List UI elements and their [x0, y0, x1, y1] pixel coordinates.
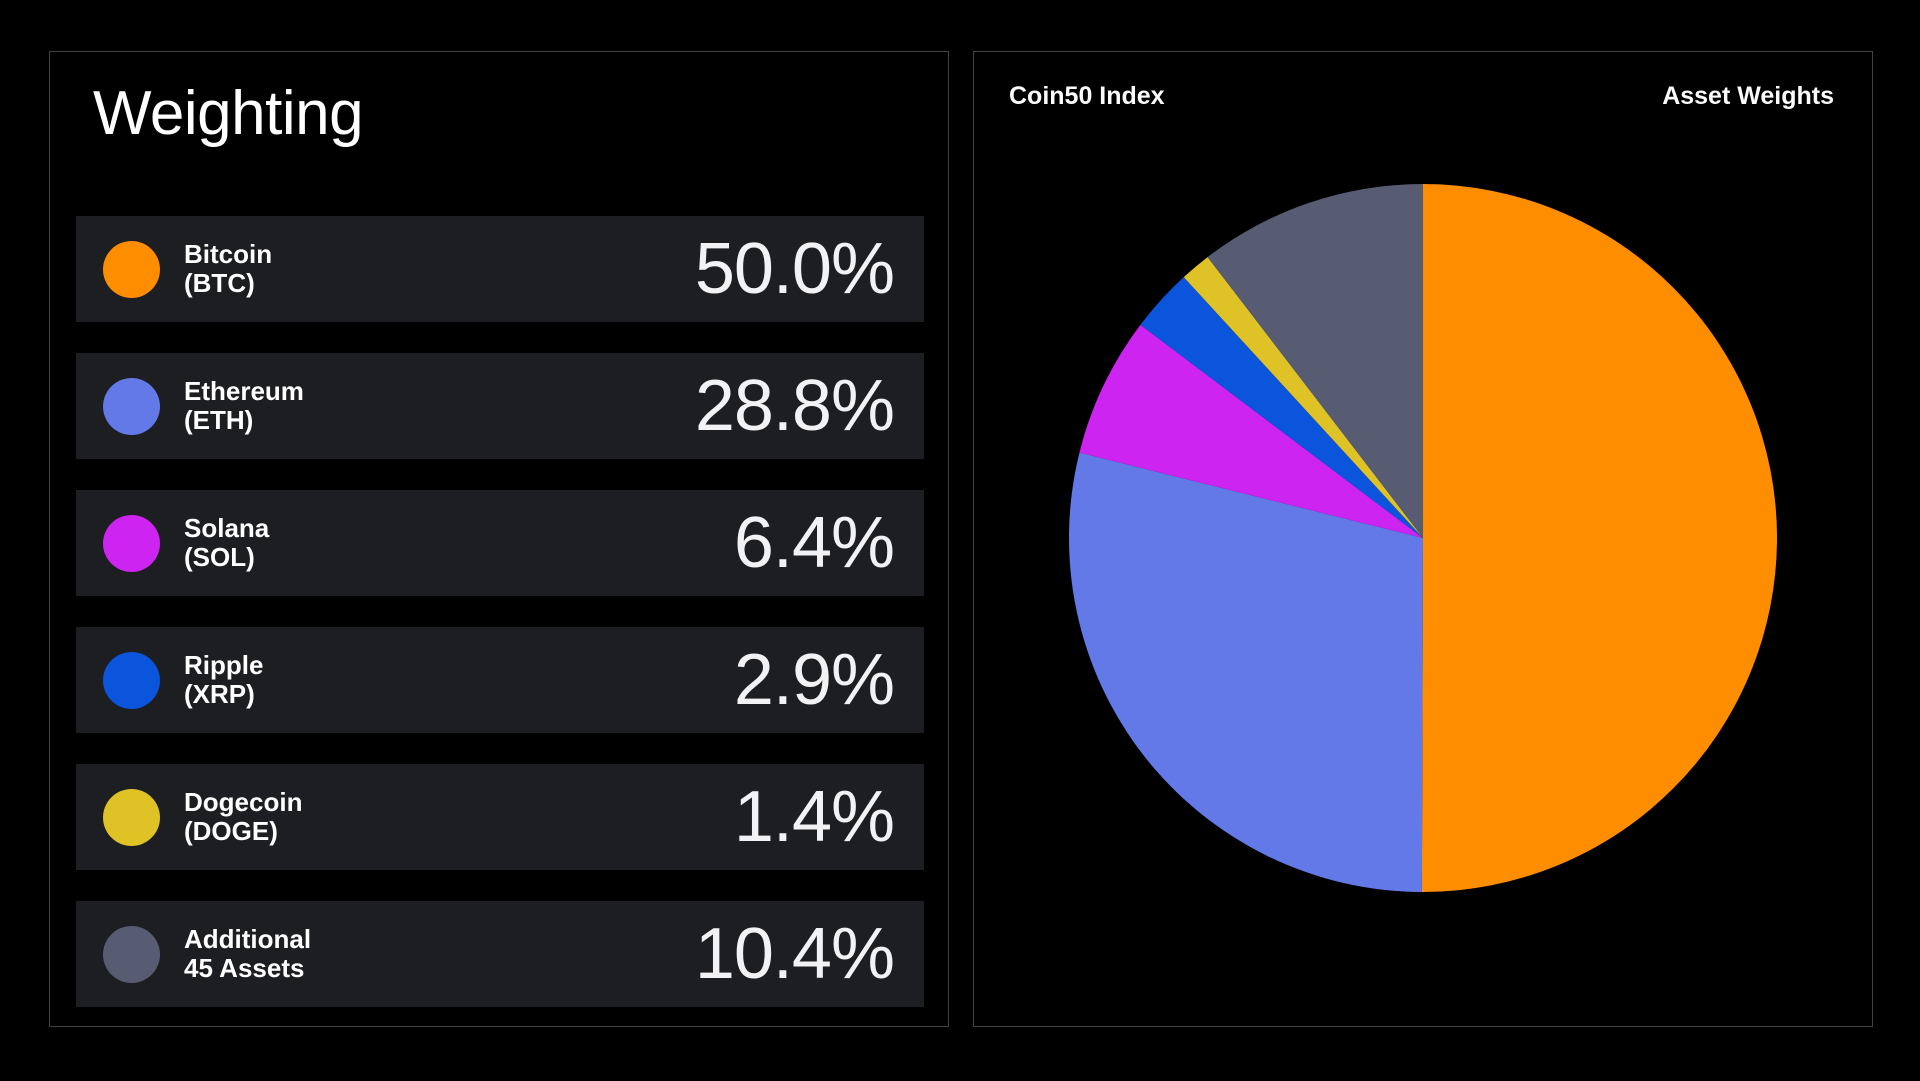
- asset-label: Ripple (XRP): [184, 651, 263, 709]
- asset-ticker: (DOGE): [184, 816, 278, 846]
- chart-header: Coin50 Index Asset Weights: [1009, 82, 1834, 111]
- pie-slice-ripple-xrp: [1140, 277, 1423, 538]
- chart-panel: Coin50 Index Asset Weights: [973, 51, 1873, 1027]
- asset-weight-value: 2.9%: [733, 640, 895, 720]
- asset-weights-pie-chart: [1069, 184, 1777, 892]
- asset-label: Solana (SOL): [184, 514, 269, 572]
- pie-chart-container: [1069, 184, 1777, 892]
- asset-row-ripple: Ripple (XRP) 2.9%: [76, 627, 924, 733]
- asset-weight-value: 50.0%: [694, 229, 895, 309]
- asset-label: Ethereum (ETH): [184, 377, 304, 435]
- asset-ticker: 45 Assets: [184, 953, 305, 983]
- ripple-color-dot: [103, 651, 160, 709]
- asset-ticker: (XRP): [184, 679, 255, 709]
- asset-row-ethereum: Ethereum (ETH) 28.8%: [76, 353, 924, 459]
- asset-name: Ethereum: [184, 376, 304, 406]
- asset-weight-value: 28.8%: [694, 366, 895, 446]
- asset-ticker: (ETH): [184, 405, 254, 435]
- pie-slice-ethereum-eth: [1069, 452, 1423, 892]
- asset-weight-value: 6.4%: [733, 503, 895, 583]
- asset-ticker: (BTC): [184, 268, 255, 298]
- weighting-panel: Weighting Bitcoin (BTC) 50.0% Ethereum (…: [49, 51, 949, 1027]
- pie-slice-dogecoin-doge: [1183, 257, 1423, 538]
- additional-assets-color-dot: [103, 925, 160, 983]
- solana-color-dot: [103, 514, 160, 572]
- asset-rows: Bitcoin (BTC) 50.0% Ethereum (ETH) 28.8%…: [76, 216, 924, 1038]
- pie-slice-additional-45-assets: [1207, 184, 1423, 538]
- asset-name: Ripple: [184, 650, 264, 680]
- asset-weight-value: 1.4%: [733, 777, 895, 857]
- asset-row-solana: Solana (SOL) 6.4%: [76, 490, 924, 596]
- ethereum-color-dot: [103, 377, 160, 435]
- asset-name: Bitcoin: [184, 239, 273, 269]
- asset-name: Solana: [184, 513, 270, 543]
- asset-ticker: (SOL): [184, 542, 255, 572]
- pie-slice-bitcoin-btc: [1421, 184, 1777, 892]
- asset-label: Additional 45 Assets: [184, 925, 311, 983]
- asset-label: Dogecoin (DOGE): [184, 788, 302, 846]
- dogecoin-color-dot: [103, 788, 160, 846]
- asset-row-dogecoin: Dogecoin (DOGE) 1.4%: [76, 764, 924, 870]
- chart-title-left: Coin50 Index: [1009, 82, 1165, 110]
- asset-name: Dogecoin: [184, 787, 303, 817]
- asset-label: Bitcoin (BTC): [184, 240, 272, 298]
- asset-weight-value: 10.4%: [694, 914, 895, 994]
- chart-title-right: Asset Weights: [1662, 82, 1834, 110]
- asset-name: Additional: [184, 924, 312, 954]
- weighting-title: Weighting: [93, 79, 364, 148]
- asset-row-bitcoin: Bitcoin (BTC) 50.0%: [76, 216, 924, 322]
- bitcoin-color-dot: [103, 240, 160, 298]
- pie-slice-solana-sol: [1079, 324, 1423, 538]
- asset-row-additional-assets: Additional 45 Assets 10.4%: [76, 901, 924, 1007]
